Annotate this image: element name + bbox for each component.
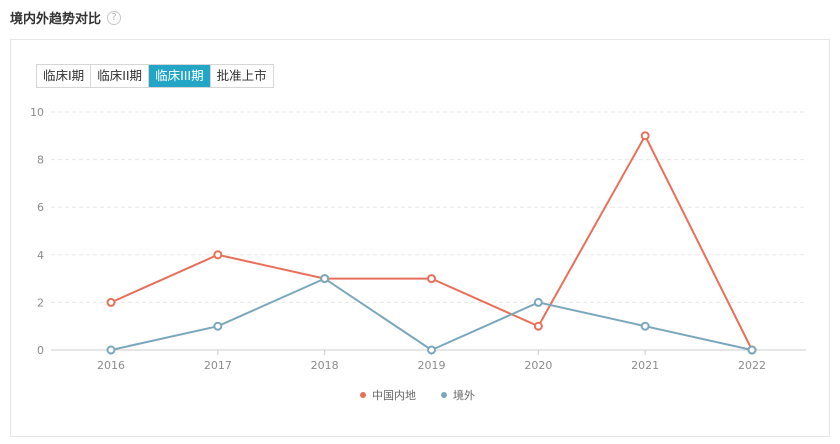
y-tick-label: 8 bbox=[37, 154, 44, 167]
line-chart: 0 2 4 6 8 10 2016 2017 2018 2019 2020 2021 2022 中国内… bbox=[30, 106, 806, 402]
data-point[interactable] bbox=[320, 274, 330, 284]
data-point[interactable] bbox=[640, 321, 650, 331]
x-tick-label: 2019 bbox=[418, 359, 446, 372]
series-lines bbox=[110, 133, 753, 352]
x-tick-label: 2016 bbox=[97, 359, 125, 372]
section-header: 境内外趋势对比 ? bbox=[10, 8, 122, 27]
tab-phase-3[interactable]: 临床III期 bbox=[148, 65, 210, 87]
y-tick-label: 6 bbox=[37, 201, 44, 214]
chart-panel: 临床I期 临床II期 临床III期 批准上市 0 2 4 6 8 10 2016 2017 2… bbox=[10, 39, 830, 437]
tab-phase-1[interactable]: 临床I期 bbox=[37, 65, 91, 87]
tab-phase-2[interactable]: 临床II期 bbox=[90, 65, 149, 87]
y-tick-label: 0 bbox=[37, 344, 44, 357]
series-points bbox=[106, 131, 757, 355]
data-point[interactable] bbox=[533, 297, 543, 307]
series-line-1 bbox=[110, 277, 753, 352]
legend-marker bbox=[441, 392, 447, 398]
data-point[interactable] bbox=[427, 345, 436, 355]
tab-approved[interactable]: 批准上市 bbox=[209, 65, 273, 87]
legend: 中国内地 境外 bbox=[360, 388, 475, 402]
data-point[interactable] bbox=[106, 345, 116, 355]
data-point[interactable] bbox=[213, 321, 223, 331]
legend-item[interactable]: 中国内地 bbox=[372, 388, 416, 402]
series-line-0 bbox=[110, 133, 753, 351]
x-tick-label: 2022 bbox=[738, 359, 766, 372]
data-point[interactable] bbox=[640, 131, 650, 141]
x-tick-label: 2021 bbox=[631, 359, 659, 372]
legend-marker bbox=[360, 392, 366, 398]
data-point[interactable] bbox=[213, 250, 223, 260]
data-point[interactable] bbox=[106, 297, 116, 307]
y-axis-ticks: 0 2 4 6 8 10 bbox=[30, 106, 44, 357]
data-point[interactable] bbox=[533, 321, 543, 331]
legend-item[interactable]: 境外 bbox=[453, 388, 475, 402]
section-title: 境内外趋势对比 bbox=[10, 12, 102, 27]
x-axis: 2016 2017 2018 2019 2020 2021 2022 bbox=[97, 350, 766, 372]
x-tick-label: 2018 bbox=[311, 359, 339, 372]
y-tick-label: 2 bbox=[37, 296, 44, 309]
data-point[interactable] bbox=[427, 274, 436, 284]
phase-tabs: 临床I期 临床II期 临床III期 批准上市 bbox=[36, 64, 274, 88]
x-tick-label: 2017 bbox=[204, 359, 232, 372]
y-tick-label: 10 bbox=[30, 106, 44, 119]
question-circle-icon[interactable]: ? bbox=[107, 10, 122, 25]
x-tick-label: 2020 bbox=[524, 359, 552, 372]
data-point[interactable] bbox=[747, 345, 757, 355]
y-tick-label: 4 bbox=[37, 249, 44, 262]
